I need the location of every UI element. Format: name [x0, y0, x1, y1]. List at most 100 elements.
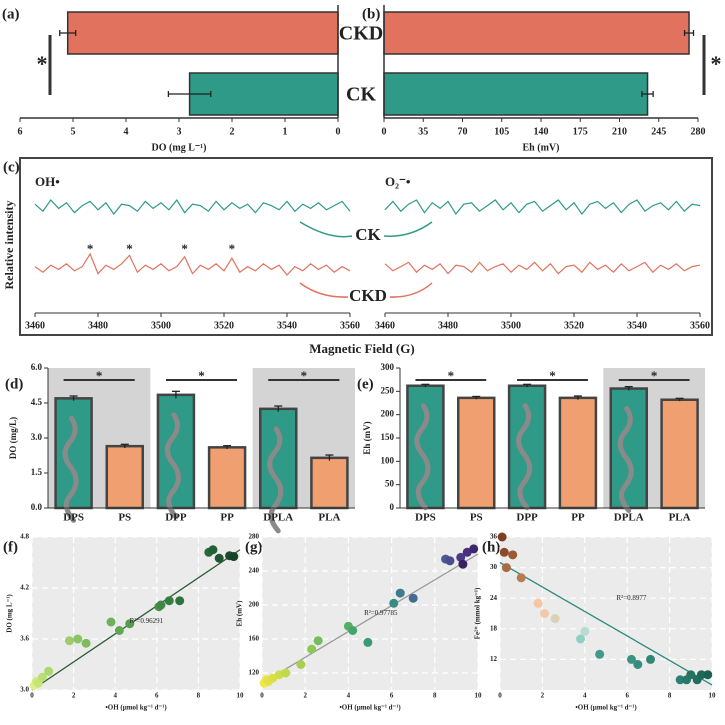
x-tick-label: 210	[612, 126, 627, 137]
y-axis-label: Relative intensity	[2, 201, 16, 290]
r-squared: R²=0.96291	[130, 617, 164, 625]
x-axis-label: •OH (μmol kg⁻¹ d⁻¹)	[575, 704, 637, 712]
point	[686, 670, 696, 680]
y-tick-label: 120	[249, 669, 260, 677]
spectrum-title: OH•	[35, 174, 60, 189]
y-axis-label: DO (mg/L)	[8, 417, 18, 459]
point	[497, 532, 507, 542]
point	[73, 634, 83, 644]
point	[499, 547, 509, 557]
series-label: CK	[355, 225, 381, 244]
x-tick-label: 0	[382, 126, 387, 137]
x-axis-label: •OH (μmol kg⁻¹ d⁻¹)	[339, 704, 401, 712]
y-tick-label: 100	[381, 455, 395, 465]
x-axis-label: Magnetic Field (G)	[309, 341, 414, 356]
y-tick-label: 3.6	[20, 635, 29, 643]
y-tick-label: 4.5	[31, 397, 43, 407]
x-tick-label: PLA	[318, 512, 340, 524]
connector	[383, 221, 433, 237]
point	[458, 559, 468, 569]
x-tick-label: 70	[458, 126, 468, 137]
bar	[558, 396, 598, 510]
y-tick-label: 6.0	[31, 362, 43, 372]
point	[576, 634, 586, 644]
x-tick-label: 3540	[277, 320, 297, 331]
point	[64, 636, 74, 646]
point	[229, 552, 239, 562]
y-tick-label: 250	[381, 385, 395, 395]
x-tick-label: 3480	[438, 320, 458, 331]
point	[395, 588, 405, 598]
x-tick-label: 2	[72, 692, 76, 700]
x-axis-label: Eh (mV)	[523, 142, 560, 153]
point	[501, 563, 511, 573]
x-tick-label: 3560	[340, 320, 360, 331]
y-axis-label: Fe²⁺ (mmol kg⁻¹)	[474, 587, 482, 639]
y-axis-label: DO (mg L⁻¹)	[6, 594, 14, 633]
y-tick-label: 4.2	[20, 584, 29, 592]
y-tick-label: 30	[490, 563, 498, 571]
y-tick-label: 280	[249, 533, 260, 541]
significance-star: *	[448, 368, 455, 383]
connector	[299, 221, 353, 238]
panel-label: (d)	[5, 376, 23, 392]
point	[540, 609, 550, 618]
y-tick-label: 12	[490, 655, 498, 663]
point	[44, 666, 54, 676]
x-tick-label: PS	[470, 512, 483, 524]
point	[626, 654, 636, 664]
bar	[507, 384, 547, 510]
bar	[383, 72, 649, 116]
point	[363, 637, 373, 647]
bar	[660, 398, 699, 510]
x-tick-label: 3500	[151, 320, 171, 331]
point	[696, 670, 706, 680]
x-tick-label: 2	[541, 692, 545, 700]
y-tick-label: 240	[249, 567, 260, 575]
y-tick-label: 18	[490, 624, 498, 632]
bar-decoration	[414, 403, 431, 511]
point	[633, 660, 643, 669]
x-tick-label: 245	[651, 126, 666, 137]
x-tick-label: 8	[197, 692, 201, 700]
point	[595, 649, 605, 659]
point	[348, 626, 358, 635]
point	[114, 626, 124, 635]
fit-line	[31, 549, 241, 691]
point	[125, 619, 135, 629]
peak-star: *	[181, 241, 188, 256]
significance-star: *	[549, 368, 556, 383]
x-tick-label: 0	[260, 692, 264, 700]
spectrum-line	[384, 261, 701, 275]
point	[456, 552, 466, 562]
point	[208, 545, 218, 555]
significance-star: *	[198, 368, 205, 383]
x-tick-label: 0	[498, 692, 502, 700]
x-tick-label: 4	[347, 692, 351, 700]
spectrum-line	[34, 252, 351, 276]
x-tick-label: 8	[433, 692, 437, 700]
x-tick-label: 3560	[690, 320, 710, 331]
x-tick-label: 3	[177, 126, 182, 137]
y-tick-label: 0	[390, 502, 395, 512]
bar	[310, 456, 349, 510]
bar-decoration	[516, 403, 533, 511]
point	[533, 598, 543, 608]
panel-label: (b)	[362, 6, 380, 22]
peak-star: *	[126, 241, 133, 256]
x-tick-label: 35	[418, 126, 428, 137]
panel-c-frame	[19, 157, 713, 336]
panel-label: (c)	[3, 159, 20, 175]
y-tick-label: 300	[381, 362, 395, 372]
significance-star: *	[711, 51, 722, 76]
panel-label: (f)	[3, 539, 18, 555]
x-tick-label: 3520	[214, 320, 234, 331]
y-tick-label: 150	[381, 432, 395, 442]
point	[703, 670, 713, 680]
x-axis-label: DO (mg L⁻¹)	[152, 142, 207, 153]
x-tick-label: DPS	[415, 512, 436, 524]
point	[214, 553, 224, 563]
x-tick-label: PP	[571, 512, 585, 524]
category-label: CKD	[339, 23, 383, 45]
